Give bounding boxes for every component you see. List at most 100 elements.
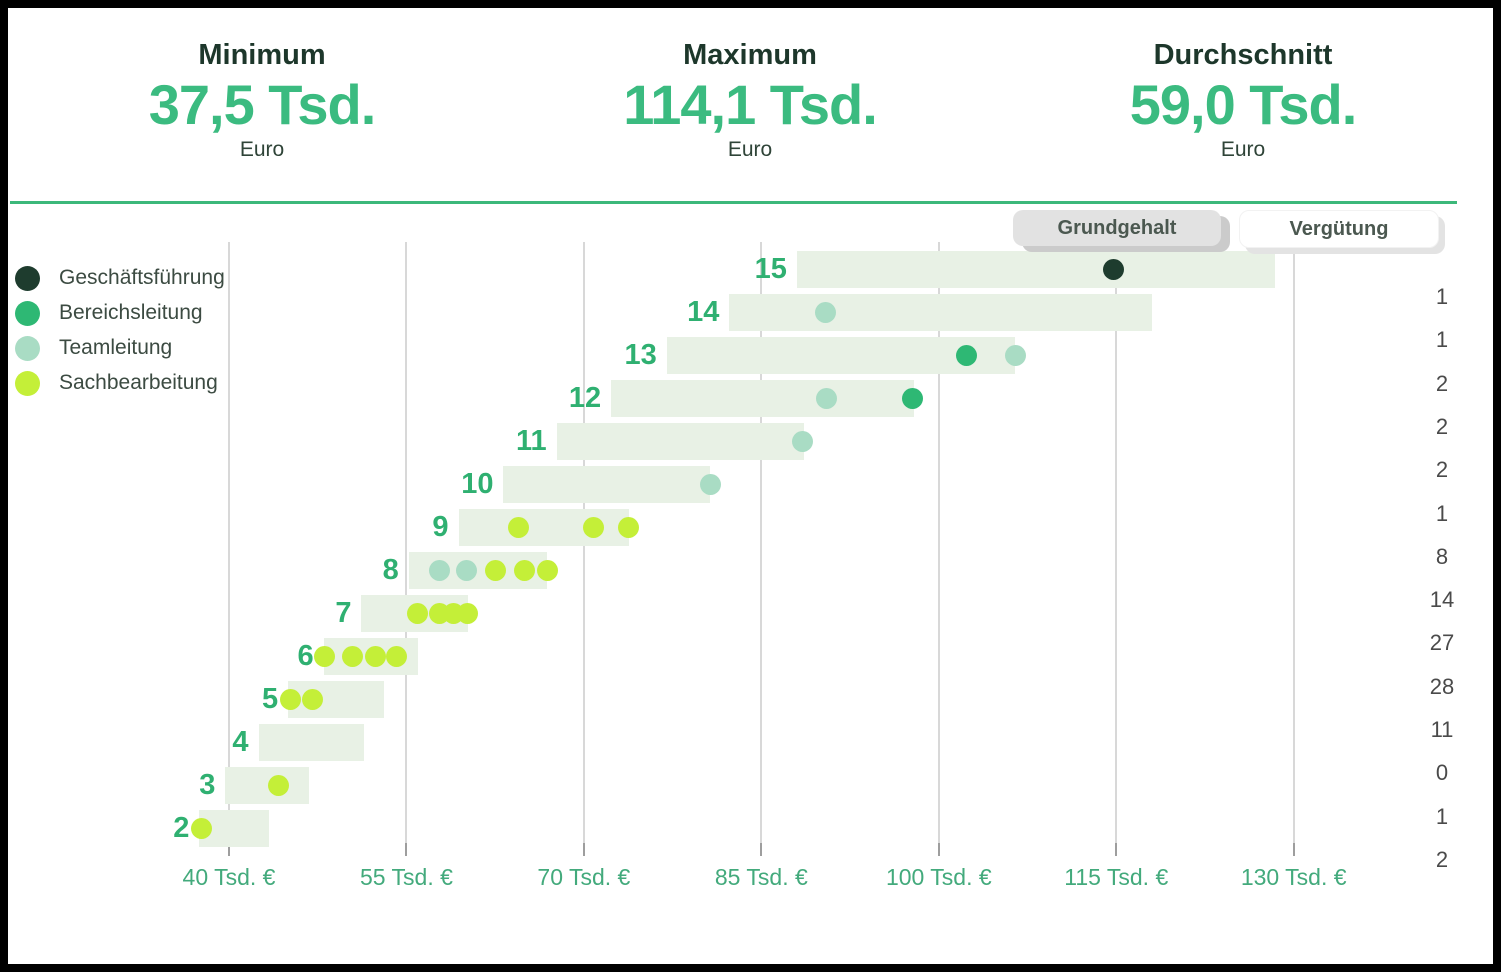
employee-count: 11 — [1430, 717, 1454, 742]
legend-item-2: Bereichsleitung — [15, 299, 203, 327]
gridline-85 — [760, 242, 763, 843]
salary-dot[interactable] — [429, 560, 451, 581]
salary-dot[interactable] — [699, 474, 721, 495]
legend-swatch-icon — [15, 300, 40, 326]
axis-tick-label-70: 70 Tsd. € — [537, 864, 631, 890]
axis-tick-label-130: 130 Tsd. € — [1240, 864, 1347, 890]
row-level-label-7: 7 — [335, 597, 352, 629]
employee-count: 1 — [1435, 803, 1449, 829]
employee-count: 2 — [1435, 457, 1449, 483]
axis-tick-label-55: 55 Tsd. € — [359, 864, 453, 890]
salary-dot[interactable] — [955, 345, 977, 366]
employee-count: 1 — [1435, 327, 1449, 353]
salary-dot[interactable] — [1005, 345, 1027, 366]
salary-dot[interactable] — [268, 775, 290, 796]
row-level-label-15: 15 — [754, 253, 787, 285]
salary-band-bar-level-4[interactable] — [258, 724, 364, 761]
salary-dot[interactable] — [341, 646, 363, 667]
stat-maximum-value: 114,1 Tsd. — [623, 73, 878, 136]
gridline-55 — [405, 242, 408, 843]
employee-count: 0 — [1435, 760, 1449, 786]
employee-count: 8 — [1435, 543, 1449, 569]
salary-band-bar-level-11[interactable] — [556, 423, 804, 460]
salary-dot[interactable] — [365, 646, 387, 667]
row-level-label-10: 10 — [461, 468, 494, 500]
salary-band-bar-level-3[interactable] — [225, 767, 310, 804]
salary-dot[interactable] — [280, 689, 302, 710]
salary-dot[interactable] — [386, 646, 408, 667]
row-level-label-13: 13 — [624, 339, 657, 371]
axis-tick-label-40: 40 Tsd. € — [182, 864, 276, 890]
salary-dot[interactable] — [514, 560, 536, 581]
employee-count: 1 — [1435, 284, 1449, 309]
salary-dot[interactable] — [618, 517, 640, 538]
salary-dot[interactable] — [484, 560, 506, 581]
legend-item-label: Sachbearbeitung — [59, 371, 218, 394]
axis-tick-label-115: 115 Tsd. € — [1064, 864, 1169, 890]
toggle-grundgehalt-button[interactable]: Grundgehalt — [1013, 210, 1221, 246]
salary-dot[interactable] — [302, 689, 324, 710]
salary-dot[interactable] — [902, 388, 924, 409]
salary-dot[interactable] — [314, 646, 336, 667]
stat-durchschnitt-label: Durchschnitt — [1153, 39, 1333, 71]
row-level-label-12: 12 — [568, 382, 602, 414]
row-level-label-11: 11 — [516, 425, 547, 457]
axis-tick-100 — [937, 843, 940, 856]
salary-dot[interactable] — [191, 818, 213, 839]
axis-tick-label-100: 100 Tsd. € — [885, 864, 992, 890]
gridline-40 — [228, 242, 230, 843]
employee-count: 28 — [1429, 673, 1455, 699]
legend-item-label: Geschäftsführung — [59, 266, 225, 289]
employee-count: 14 — [1429, 587, 1455, 613]
salary-band-bar-level-12[interactable] — [611, 380, 914, 417]
stat-durchschnitt: Durchschnitt 59,0 Tsd. Euro — [1033, 38, 1453, 162]
salary-dot[interactable] — [792, 431, 814, 452]
salary-dot[interactable] — [457, 603, 479, 624]
row-level-label-14: 14 — [687, 296, 720, 328]
stat-maximum-label: Maximum — [683, 39, 817, 71]
gridline-130 — [1292, 242, 1295, 843]
salary-band-bar-level-15[interactable] — [796, 251, 1275, 288]
employee-count: 27 — [1429, 630, 1455, 656]
legend-item-label: Bereichsleitung — [59, 301, 203, 324]
legend-item-label: Teamleitung — [59, 336, 173, 359]
legend-item-4: Sachbearbeitung — [15, 369, 218, 397]
stat-durchschnitt-value: 59,0 Tsd. — [1129, 73, 1358, 136]
axis-tick-40 — [228, 843, 230, 856]
salary-dot[interactable] — [815, 388, 837, 409]
axis-tick-70 — [582, 843, 585, 856]
legend-swatch-icon — [15, 370, 40, 396]
salary-dot[interactable] — [536, 560, 558, 581]
legend-swatch-icon — [15, 265, 40, 291]
stat-durchschnitt-unit: Euro — [1220, 138, 1266, 161]
salary-dot[interactable] — [1103, 259, 1125, 280]
stat-minimum-label: Minimum — [198, 39, 326, 71]
gridline-115 — [1115, 242, 1118, 843]
stat-minimum-value: 37,5 Tsd. — [148, 73, 377, 136]
header-divider — [10, 201, 1457, 204]
salary-dot[interactable] — [582, 517, 604, 538]
employee-count: 1 — [1435, 500, 1449, 526]
axis-tick-115 — [1115, 843, 1118, 856]
salary-dot[interactable] — [814, 302, 836, 323]
row-level-label-5: 5 — [262, 683, 279, 715]
salary-dot[interactable] — [406, 603, 428, 624]
row-level-label-9: 9 — [432, 511, 449, 543]
salary-band-bar-level-10[interactable] — [503, 466, 711, 503]
salary-dot[interactable] — [508, 517, 530, 538]
salary-dot[interactable] — [456, 560, 478, 581]
stat-maximum: Maximum 114,1 Tsd. Euro — [540, 38, 960, 162]
stat-maximum-unit: Euro — [727, 138, 773, 161]
axis-tick-55 — [405, 843, 408, 856]
legend-swatch-icon — [15, 335, 40, 361]
row-level-label-2: 2 — [173, 812, 190, 844]
employee-count: 2 — [1435, 846, 1449, 872]
axis-tick-label-85: 85 Tsd. € — [714, 864, 808, 890]
row-level-label-3: 3 — [199, 769, 216, 801]
legend-item-1: Geschäftsführung — [15, 264, 225, 292]
stat-minimum: Minimum 37,5 Tsd. Euro — [52, 38, 472, 162]
salary-band-bar-level-14[interactable] — [729, 294, 1152, 331]
toggle-verguetung-button[interactable]: Vergütung — [1239, 210, 1439, 248]
row-level-label-8: 8 — [382, 554, 399, 586]
